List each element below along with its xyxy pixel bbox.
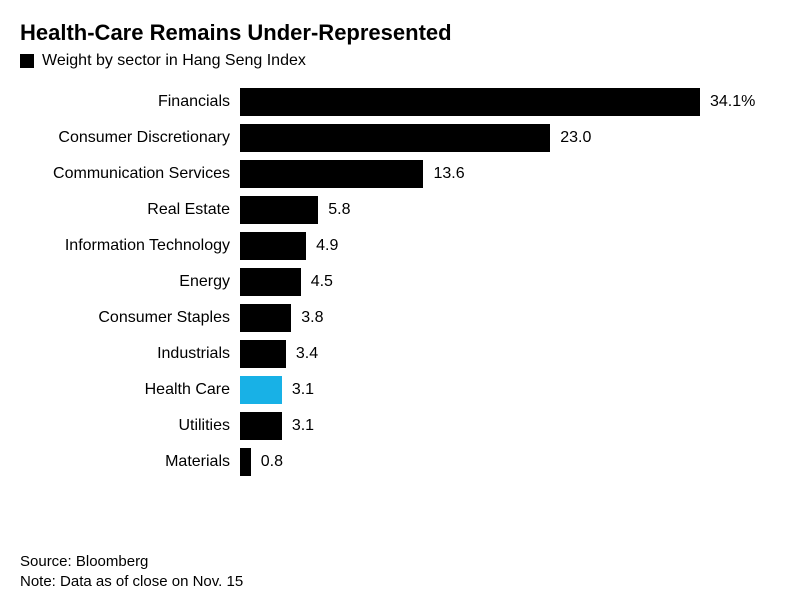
bar-row: Health Care 3.1 xyxy=(20,372,759,408)
bar-row: Consumer Discretionary 23.0 xyxy=(20,120,759,156)
source-text: Source: Bloomberg xyxy=(20,552,243,572)
category-label: Industrials xyxy=(20,345,240,363)
bar-area: 4.5 xyxy=(240,264,759,300)
bar-row: Information Technology 4.9 xyxy=(20,228,759,264)
bar-row: Energy 4.5 xyxy=(20,264,759,300)
category-label: Consumer Discretionary xyxy=(20,129,240,147)
value-label: 3.1 xyxy=(292,381,314,399)
category-label: Information Technology xyxy=(20,237,240,255)
bar xyxy=(240,268,301,296)
bar-row: Financials 34.1% xyxy=(20,84,759,120)
value-label: 3.1 xyxy=(292,417,314,435)
bar-row: Real Estate 5.8 xyxy=(20,192,759,228)
bar xyxy=(240,340,286,368)
legend-text: Weight by sector in Hang Seng Index xyxy=(42,52,306,70)
bar-area: 3.1 xyxy=(240,408,759,444)
bar-area: 13.6 xyxy=(240,156,759,192)
value-label: 3.4 xyxy=(296,345,318,363)
category-label: Energy xyxy=(20,273,240,291)
bar xyxy=(240,376,282,404)
bar xyxy=(240,232,306,260)
bar xyxy=(240,196,318,224)
bar xyxy=(240,88,700,116)
value-label: 34.1% xyxy=(710,93,755,111)
bar-area: 3.1 xyxy=(240,372,759,408)
chart-container: Health-Care Remains Under-Represented We… xyxy=(0,0,789,612)
value-label: 23.0 xyxy=(560,129,591,147)
category-label: Consumer Staples xyxy=(20,309,240,327)
plot-area: Financials 34.1% Consumer Discretionary 23.… xyxy=(20,84,759,480)
chart-footer: Source: Bloomberg Note: Data as of close… xyxy=(20,552,243,593)
bar-row: Utilities 3.1 xyxy=(20,408,759,444)
chart-legend: Weight by sector in Hang Seng Index xyxy=(20,52,759,70)
bar-area: 23.0 xyxy=(240,120,759,156)
bar-area: 3.4 xyxy=(240,336,759,372)
category-label: Health Care xyxy=(20,381,240,399)
value-label: 4.5 xyxy=(311,273,333,291)
bar-row: Consumer Staples 3.8 xyxy=(20,300,759,336)
bar xyxy=(240,124,550,152)
category-label: Materials xyxy=(20,453,240,471)
bar-area: 3.8 xyxy=(240,300,759,336)
bar xyxy=(240,160,423,188)
bar-area: 4.9 xyxy=(240,228,759,264)
value-label: 13.6 xyxy=(433,165,464,183)
bar xyxy=(240,448,251,476)
bar-row: Industrials 3.4 xyxy=(20,336,759,372)
bar-area: 5.8 xyxy=(240,192,759,228)
bar xyxy=(240,304,291,332)
category-label: Communication Services xyxy=(20,165,240,183)
bar xyxy=(240,412,282,440)
category-label: Real Estate xyxy=(20,201,240,219)
value-label: 4.9 xyxy=(316,237,338,255)
bar-area: 0.8 xyxy=(240,444,759,480)
category-label: Utilities xyxy=(20,417,240,435)
chart-title: Health-Care Remains Under-Represented xyxy=(20,20,759,46)
value-label: 0.8 xyxy=(261,453,283,471)
value-label: 3.8 xyxy=(301,309,323,327)
value-label: 5.8 xyxy=(328,201,350,219)
legend-swatch xyxy=(20,54,34,68)
bar-row: Materials 0.8 xyxy=(20,444,759,480)
note-text: Note: Data as of close on Nov. 15 xyxy=(20,572,243,592)
bar-row: Communication Services 13.6 xyxy=(20,156,759,192)
bar-area: 34.1% xyxy=(240,84,759,120)
category-label: Financials xyxy=(20,93,240,111)
